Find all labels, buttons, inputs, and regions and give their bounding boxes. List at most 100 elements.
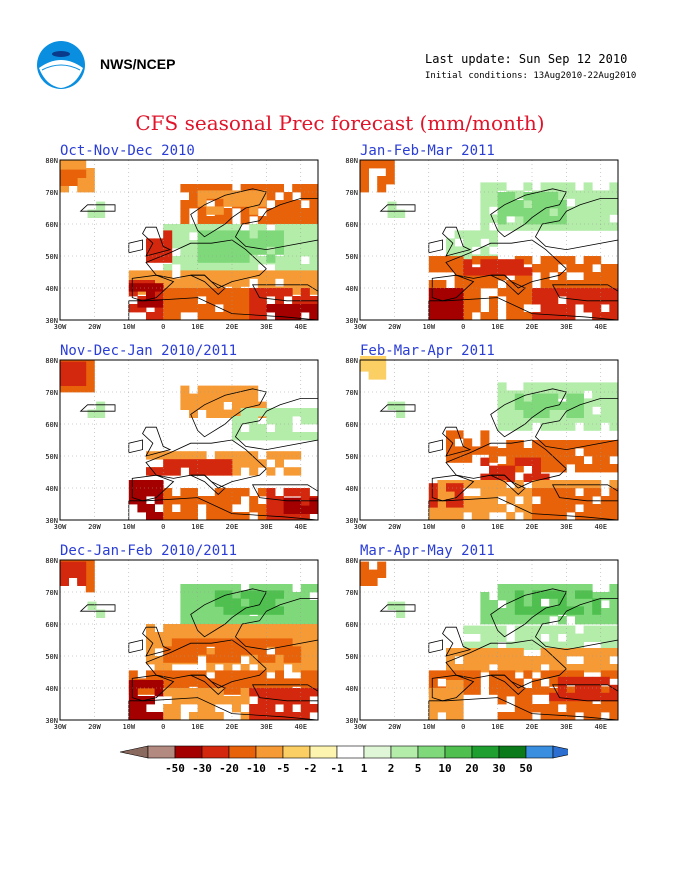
anomaly-cell [266,704,276,713]
anomaly-cell [128,488,138,497]
anomaly-cell [171,632,181,641]
panel-title-djf: Dec-Jan-Feb 2010/2011 [60,543,238,559]
anomaly-cell [540,312,550,321]
anomaly-cell [197,264,207,273]
anomaly-cell [506,222,516,231]
anomaly-cell [446,648,455,657]
anomaly-cell [266,248,276,257]
anomaly-cell [557,448,567,457]
colorbar-label: -10 [246,762,266,775]
anomaly-cell [154,680,164,689]
anomaly-cell [583,608,593,617]
anomaly-cell [523,512,533,521]
anomaly-cell [189,504,198,513]
anomaly-cell [249,393,259,402]
anomaly-cell [575,648,584,657]
anomaly-cell [249,184,259,193]
anomaly-cell [557,504,567,513]
anomaly-cell [197,704,207,713]
anomaly-cell [206,616,216,625]
anomaly-cell [575,382,584,391]
lon-tick-label: 20W [388,723,401,731]
anomaly-cell [146,632,155,641]
anomaly-cell [266,496,276,505]
coastline [442,226,472,257]
graticule [60,160,318,320]
anomaly-cell [600,608,610,617]
anomaly-cell [480,648,490,657]
anomaly-cell [514,704,524,713]
anomaly-cell [514,625,524,634]
anomaly-cell [171,646,181,655]
anomaly-cell [368,569,378,578]
anomaly-cell [463,678,473,687]
anomaly-cell [257,638,267,647]
anomaly-cell [309,232,319,241]
lon-tick-label: 10W [422,523,435,531]
lon-tick-label: 30W [354,523,367,531]
anomaly-cell [549,216,559,225]
anomaly-cell [609,182,619,191]
anomaly-cell [232,459,241,468]
anomaly-cell [592,598,602,607]
anomaly-cell [463,625,473,634]
coastline [490,588,567,638]
anomaly-cell [523,288,533,297]
anomaly-cell [575,590,584,599]
anomaly-cell [171,278,181,287]
anomaly-cell [189,712,198,721]
anomaly-cell [566,448,576,457]
anomaly-cell [600,616,610,625]
anomaly-cell [96,409,106,418]
anomaly-cell [257,688,267,697]
anomaly-cell [540,448,550,457]
anomaly-cell [523,712,533,721]
anomaly-cell [532,409,541,418]
anomaly-cell [549,641,559,650]
anomaly-cell [309,296,319,305]
anomaly-cell [283,712,293,721]
anomaly-cell [223,246,233,255]
anomaly-cell [180,616,190,625]
anomaly-cell [489,198,498,207]
anomaly-cell [549,280,559,289]
anomaly-cell [180,224,190,233]
anomaly-cell [592,198,602,207]
lat-tick-label: 60N [45,621,58,629]
anomaly-cell [540,422,550,431]
anomaly-cell [266,278,276,287]
anomaly-cell [360,577,369,586]
anomaly-cell [446,688,455,697]
colorbar-swatch [444,745,473,759]
coastline [490,274,526,295]
anomaly-cell [497,480,507,489]
anomaly-cell [489,670,498,679]
anomaly-cell [283,416,293,425]
anomaly-cell [232,254,241,263]
anomaly-cell [146,299,155,308]
coastline [379,204,416,212]
anomaly-cell [163,238,173,247]
anomaly-cell [368,577,378,586]
anomaly-cell [137,680,147,689]
anomaly-cell [557,190,567,199]
anomaly-cell [549,422,559,431]
anomaly-cell [514,222,524,231]
anomaly-cell [180,248,190,257]
anomaly-cell [163,654,173,663]
anomaly-cell [506,473,516,482]
anomaly-cell [377,363,387,372]
anomaly-cell [309,608,319,617]
anomaly-cell [471,256,481,265]
anomaly-cell [137,480,147,489]
anomaly-cell [523,280,533,289]
anomaly-cell [540,584,550,593]
anomaly-cell [266,416,276,425]
anomaly-cell [223,606,233,615]
anomaly-cell [232,592,241,601]
anomaly-cell [549,656,559,665]
anomaly-cell [171,638,181,647]
anomaly-cell [377,160,387,169]
anomaly-cell [275,416,284,425]
anomaly-cell [497,406,507,415]
